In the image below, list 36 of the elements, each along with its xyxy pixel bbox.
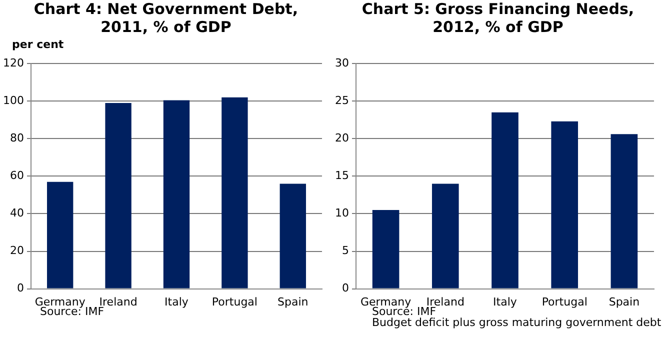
bar [47, 182, 74, 288]
chart-title: Chart 4: Net Government Debt, 2011, % of GDP [32, 0, 300, 38]
x-tick-label: Portugal [542, 295, 588, 308]
x-tick-label: Portugal [212, 295, 258, 308]
y-tick-label: 0 [16, 282, 24, 295]
y-axis-title: per cent [12, 38, 64, 51]
y-tick-label: 40 [10, 206, 24, 220]
bar [222, 97, 248, 288]
bar [492, 112, 518, 288]
x-tick-label: Germany [34, 295, 86, 308]
x-tick-label: Spain [608, 295, 640, 308]
y-tick-label: 10 [334, 206, 349, 220]
y-tick-label: 80 [10, 132, 24, 145]
x-tick-label: Spain [278, 295, 308, 308]
x-tick-label: Italy [493, 295, 518, 308]
y-tick-label: 30 [334, 56, 349, 70]
bar [551, 121, 578, 288]
text: Budget deficit plus gross maturing government debt [372, 316, 662, 329]
y-tick-label: 20 [10, 244, 24, 258]
bar [432, 184, 459, 288]
bar [610, 134, 638, 288]
y-tick-label: 25 [334, 94, 349, 107]
bar [280, 184, 306, 288]
y-tick-label: 120 [2, 56, 24, 70]
bar [163, 100, 190, 288]
y-tick-label: 20 [334, 132, 349, 145]
x-tick-label: Ireland [99, 295, 138, 308]
x-tick-label: Italy [164, 295, 189, 308]
y-tick-label: 5 [342, 244, 349, 258]
chart-title: Chart 5: Gross Financing Needs, 2012, % of GDP [360, 0, 636, 38]
y-tick-label: 100 [2, 94, 24, 107]
y-tick-label: 60 [10, 169, 24, 182]
bar [105, 103, 132, 288]
y-tick-label: 15 [334, 169, 349, 182]
y-tick-label: 0 [342, 282, 349, 295]
bar [372, 210, 400, 288]
